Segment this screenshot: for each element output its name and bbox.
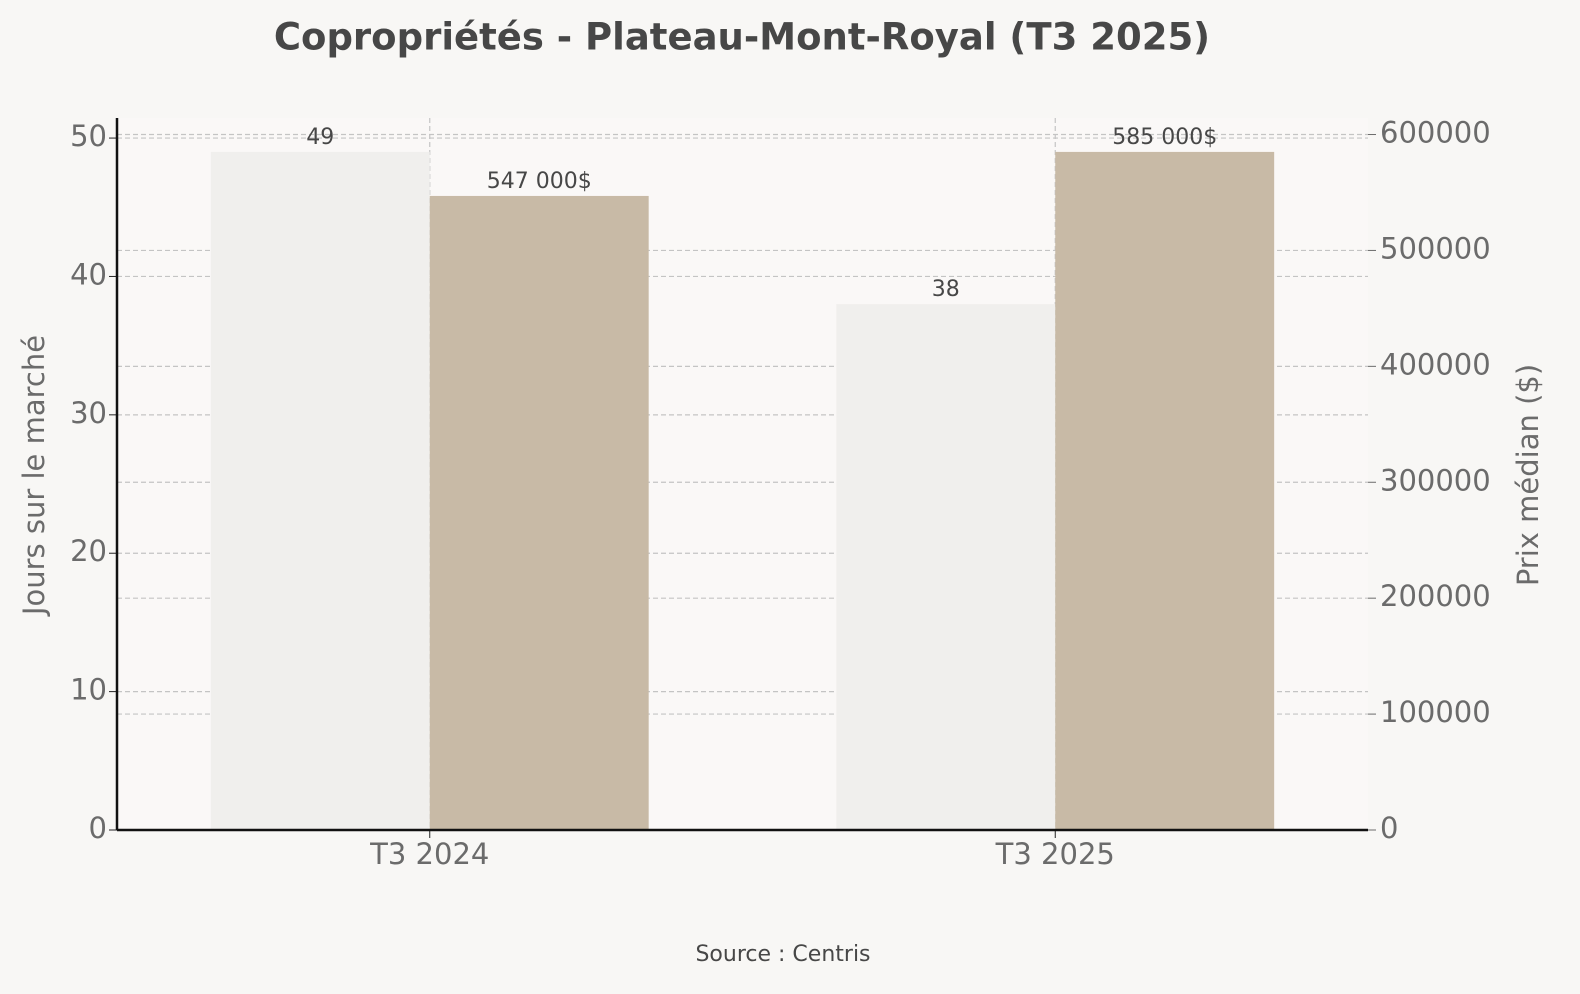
x-tick-label: T3 2024 xyxy=(369,837,489,871)
y2-tick-label: 500000 xyxy=(1380,231,1491,265)
y-tick-label: 10 xyxy=(70,673,107,707)
x-tick-label: T3 2025 xyxy=(995,837,1115,871)
y-tick-label: 20 xyxy=(70,534,107,568)
value-label: 38 xyxy=(932,277,960,302)
y-axis-label: Jours sur le marché xyxy=(17,335,51,617)
y2-tick-label: 200000 xyxy=(1380,579,1491,613)
y2-tick-label: 600000 xyxy=(1380,116,1491,150)
y-tick-label: 30 xyxy=(70,396,107,430)
y2-tick-label: 300000 xyxy=(1380,463,1491,497)
chart-title: Copropriétés - Plateau-Mont-Royal (T3 20… xyxy=(274,16,1210,59)
y2-tick-label: 100000 xyxy=(1380,695,1491,729)
value-label: 547 000$ xyxy=(487,169,592,194)
y-tick-label: 40 xyxy=(70,257,107,291)
value-label: 49 xyxy=(306,125,334,150)
y-tick-label: 0 xyxy=(89,811,107,845)
bar xyxy=(1055,151,1275,830)
y2-axis-label: Prix médian ($) xyxy=(1511,364,1545,586)
y2-tick-label: 400000 xyxy=(1380,347,1491,381)
y-tick-label: 50 xyxy=(70,119,107,153)
bar xyxy=(836,304,1056,830)
source: Source : Centris xyxy=(695,942,870,967)
value-label: 585 000$ xyxy=(1112,125,1217,150)
bar xyxy=(210,151,430,830)
y2-tick-label: 0 xyxy=(1380,811,1398,845)
bar xyxy=(429,195,649,831)
